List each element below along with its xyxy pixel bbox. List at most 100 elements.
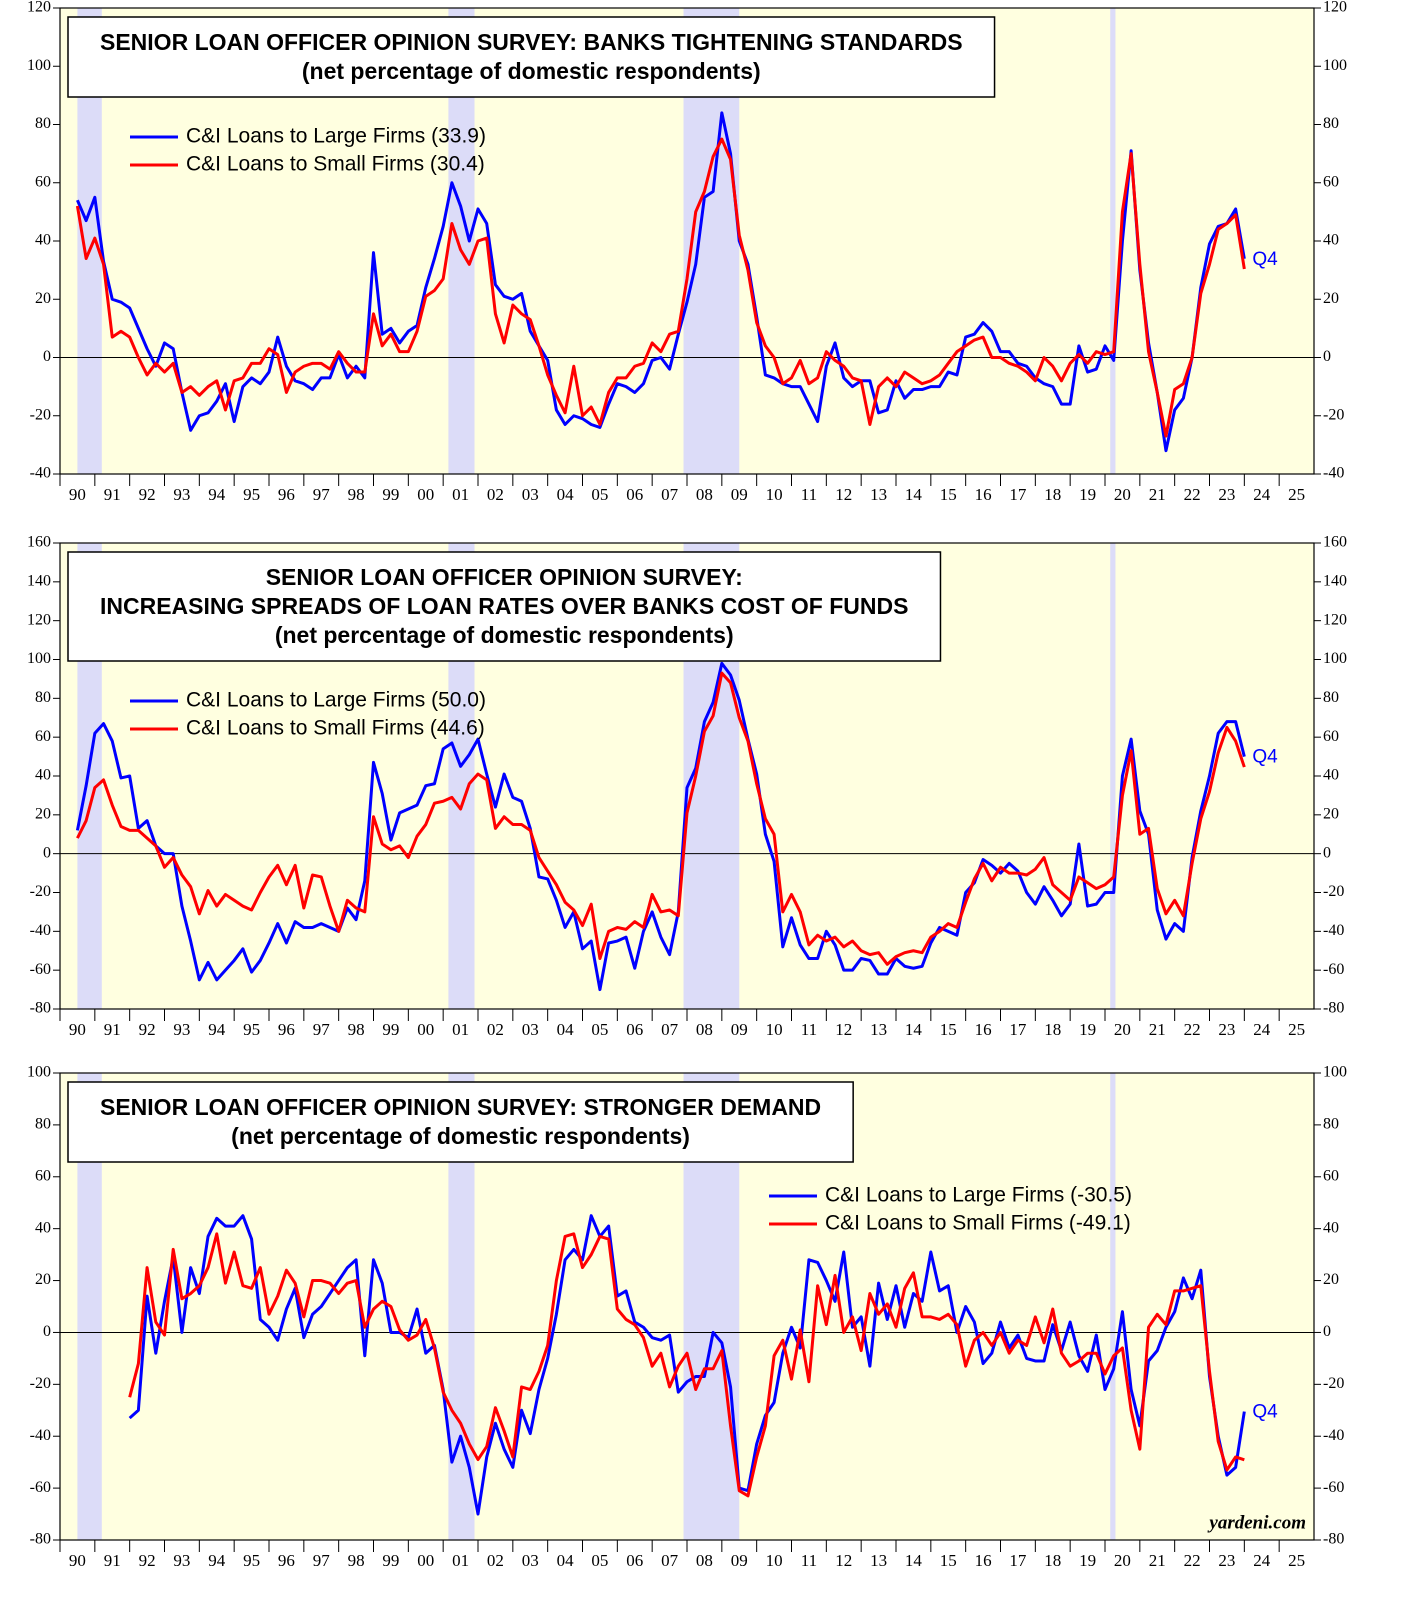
y-tick-label: 140 [1323, 573, 1347, 590]
x-tick-label: 13 [870, 1020, 887, 1039]
x-tick-label: 91 [104, 1020, 121, 1039]
x-tick-label: 12 [835, 1551, 852, 1570]
x-tick-label: 98 [348, 1020, 365, 1039]
x-tick-label: 16 [975, 485, 992, 504]
y-tick-label: 0 [43, 844, 51, 861]
chart-subtitle: (net percentage of domestic respondents) [231, 1123, 690, 1149]
y-tick-label: 40 [35, 232, 51, 249]
x-tick-label: 00 [417, 1551, 434, 1570]
x-tick-label: 14 [905, 1020, 923, 1039]
x-tick-label: 95 [243, 1551, 260, 1570]
x-tick-label: 92 [139, 1020, 156, 1039]
x-tick-label: 99 [382, 1020, 399, 1039]
annotation: Q4 [1252, 249, 1278, 270]
x-tick-label: 98 [348, 485, 365, 504]
y-tick-label: -60 [30, 1479, 51, 1496]
y-tick-label: -20 [30, 406, 51, 423]
x-tick-label: 09 [731, 485, 748, 504]
x-tick-label: 23 [1218, 1551, 1235, 1570]
x-tick-label: 90 [69, 1551, 86, 1570]
x-tick-label: 94 [208, 1020, 226, 1039]
annotation: Q4 [1252, 747, 1278, 768]
legend-label: C&I Loans to Large Firms (-30.5) [825, 1184, 1132, 1207]
x-tick-label: 08 [696, 1020, 713, 1039]
plot-frame [59, 1072, 1315, 1541]
y-tick-label: -60 [1323, 1479, 1344, 1496]
y-tick-label: 20 [35, 1271, 51, 1288]
y-tick-label: -40 [1323, 922, 1344, 939]
x-tick-label: 04 [557, 485, 575, 504]
x-tick-label: 21 [1149, 485, 1166, 504]
y-tick-label: 80 [1323, 689, 1339, 706]
x-tick-label: 90 [69, 485, 86, 504]
x-tick-label: 05 [591, 485, 608, 504]
y-tick-label: 80 [35, 1116, 51, 1133]
x-tick-label: 22 [1184, 1551, 1201, 1570]
x-tick-label: 08 [696, 485, 713, 504]
y-tick-label: 20 [1323, 290, 1339, 307]
y-tick-label: 100 [27, 1064, 51, 1081]
title-frame [67, 16, 996, 98]
x-tick-label: 15 [940, 1551, 957, 1570]
chart-title: INCREASING SPREADS OF LOAN RATES OVER BA… [100, 593, 908, 619]
x-tick-label: 09 [731, 1551, 748, 1570]
title-box: SENIOR LOAN OFFICER OPINION SURVEY: STRO… [67, 1081, 854, 1163]
x-tick-label: 06 [626, 1551, 643, 1570]
x-tick-label: 93 [173, 485, 190, 504]
title-frame [67, 551, 942, 662]
x-tick-label: 97 [313, 1551, 331, 1570]
y-tick-label: 20 [35, 806, 51, 823]
x-tick-label: 03 [522, 1020, 539, 1039]
x-tick-label: 07 [661, 1551, 679, 1570]
x-tick-label: 06 [626, 1020, 643, 1039]
y-tick-label: 160 [1323, 534, 1347, 551]
x-tick-label: 06 [626, 485, 643, 504]
plot-frame [59, 7, 1315, 475]
x-tick-label: 10 [766, 1020, 783, 1039]
y-tick-label: 140 [27, 573, 51, 590]
x-tick-label: 93 [173, 1551, 190, 1570]
y-tick-label: 60 [1323, 1167, 1339, 1184]
y-tick-label: -60 [30, 961, 51, 978]
x-tick-label: 96 [278, 1551, 295, 1570]
x-tick-label: 01 [452, 1020, 469, 1039]
y-tick-label: 0 [1323, 348, 1331, 365]
x-tick-label: 03 [522, 485, 539, 504]
y-tick-label: 120 [27, 611, 51, 628]
y-tick-label: 20 [35, 290, 51, 307]
y-tick-label: -80 [1323, 1531, 1344, 1548]
x-tick-label: 90 [69, 1020, 86, 1039]
legend-label: C&I Loans to Large Firms (50.0) [186, 689, 486, 712]
x-tick-label: 25 [1288, 1020, 1305, 1039]
y-tick-label: 80 [35, 689, 51, 706]
x-tick-label: 19 [1079, 1551, 1096, 1570]
chart-title: SENIOR LOAN OFFICER OPINION SURVEY: STRO… [100, 1094, 821, 1120]
y-tick-label: 100 [1323, 650, 1347, 667]
y-tick-label: 100 [27, 650, 51, 667]
y-tick-label: -40 [1323, 1427, 1344, 1444]
y-tick-label: 60 [35, 1167, 51, 1184]
x-tick-label: 21 [1149, 1020, 1166, 1039]
y-tick-label: 0 [1323, 844, 1331, 861]
x-tick-label: 93 [173, 1020, 190, 1039]
x-tick-label: 07 [661, 485, 679, 504]
x-tick-label: 23 [1218, 485, 1235, 504]
title-box: SENIOR LOAN OFFICER OPINION SURVEY: BANK… [67, 16, 996, 98]
x-tick-label: 00 [417, 1020, 434, 1039]
y-tick-label: 60 [35, 173, 51, 190]
x-tick-label: 25 [1288, 485, 1305, 504]
y-tick-label: -40 [30, 1427, 51, 1444]
y-tick-label: 120 [1323, 611, 1347, 628]
chart-subtitle: (net percentage of domestic respondents) [302, 58, 761, 84]
x-tick-label: 14 [905, 1551, 923, 1570]
y-tick-label: 120 [1323, 0, 1347, 16]
x-tick-label: 04 [557, 1551, 575, 1570]
x-tick-label: 98 [348, 1551, 365, 1570]
x-tick-label: 14 [905, 485, 923, 504]
x-tick-label: 13 [870, 485, 887, 504]
y-tick-label: -80 [30, 1000, 51, 1017]
y-tick-label: 160 [27, 534, 51, 551]
y-tick-label: 40 [1323, 232, 1339, 249]
